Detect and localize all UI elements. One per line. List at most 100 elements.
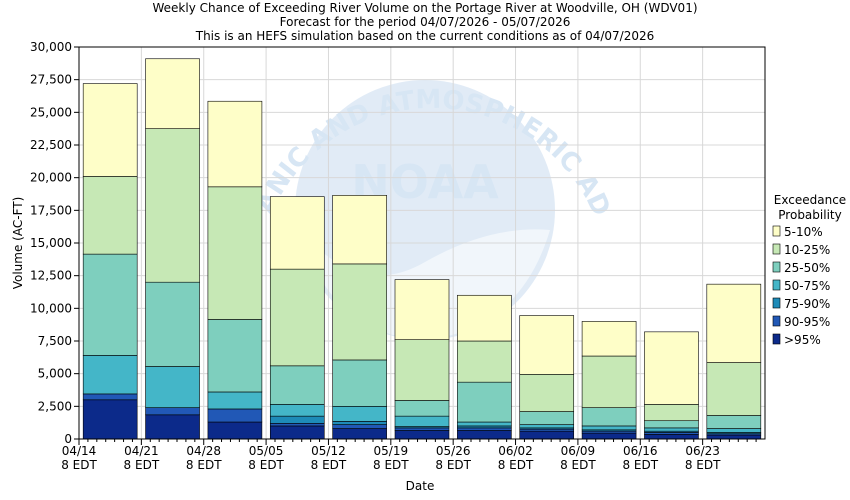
y-tick-label: 17,500 — [30, 203, 72, 217]
y-tick-label: 0 — [64, 432, 72, 446]
bar-segment-95-week-3 — [207, 421, 263, 440]
legend: Exceedance Probability 5-10% 10-25% 25-50%… — [772, 193, 846, 347]
x-tick-label-time: 8 EDT — [186, 458, 222, 472]
legend-label: 10-25% — [784, 243, 830, 257]
bar-segment-10-25-week-9 — [581, 355, 637, 408]
bar-segment-5-10-week-4 — [269, 196, 325, 270]
x-tick-label-time: 8 EDT — [498, 458, 534, 472]
bar-segment-50-75-week-1 — [82, 355, 138, 395]
bar-segment-25-50-week-10 — [644, 420, 699, 429]
legend-swatch — [772, 297, 781, 309]
bar-segment-5-10-week-7 — [457, 294, 512, 342]
y-tick-label: 15,000 — [30, 236, 72, 250]
y-tick-label: 22,500 — [30, 138, 72, 152]
legend-swatch — [772, 333, 781, 345]
x-tick-label-date: 05/19 — [374, 444, 409, 458]
y-tick-label: 30,000 — [30, 40, 72, 54]
y-tick-label: 7,500 — [38, 334, 72, 348]
bar-segment-10-25-week-11 — [706, 362, 762, 416]
x-tick-label-time: 8 EDT — [124, 458, 160, 472]
bar-segment-75-90-week-5 — [332, 421, 387, 425]
x-tick-label-date: 06/02 — [498, 444, 533, 458]
bar-segment-90-95-week-2 — [145, 407, 200, 416]
bar-segment-50-75-week-2 — [145, 366, 200, 408]
legend-swatch — [772, 225, 781, 237]
x-tick-label-time: 8 EDT — [248, 458, 284, 472]
bar-segment-50-75-week-3 — [207, 391, 263, 410]
bar-segment-5-10-week-2 — [145, 58, 200, 129]
bar-segment-25-50-week-5 — [332, 359, 387, 407]
y-tick-label: 20,000 — [30, 171, 72, 185]
bar-segment-95-week-7 — [457, 430, 512, 440]
bar-segment-5-10-week-9 — [581, 321, 637, 357]
legend-title-line-2: Probability — [778, 208, 841, 222]
x-tick-label-date: 04/21 — [124, 444, 159, 458]
x-tick-label-date: 06/16 — [623, 444, 658, 458]
x-tick-label-date: 05/12 — [311, 444, 346, 458]
bar-segment-5-10-week-6 — [394, 279, 450, 340]
bar-segment-95-week-6 — [394, 430, 450, 440]
bar-segment-10-25-week-6 — [394, 339, 450, 401]
y-tick-label: 25,000 — [30, 105, 72, 119]
x-tick-label-date: 05/26 — [436, 444, 471, 458]
bar-segment-50-75-week-10 — [644, 427, 699, 432]
legend-title-line-1: Exceedance — [774, 193, 846, 207]
legend-swatch — [772, 279, 781, 291]
x-tick-label-date: 06/09 — [561, 444, 596, 458]
bar-segment-25-50-week-9 — [581, 407, 637, 427]
legend-label: 25-50% — [784, 261, 830, 275]
bar-segment-95-week-9 — [581, 432, 637, 440]
y-tick-label: 12,500 — [30, 269, 72, 283]
bar-segment-90-95-week-3 — [207, 408, 263, 423]
bar-segment-25-50-week-11 — [706, 415, 762, 429]
x-tick-label-time: 8 EDT — [560, 458, 596, 472]
bar-segment-90-95-week-1 — [82, 393, 138, 401]
x-tick-label-date: 04/14 — [62, 444, 97, 458]
bar-segment-95-week-11 — [706, 434, 762, 440]
x-tick-label-time: 8 EDT — [311, 458, 347, 472]
bar-segment-50-75-week-11 — [706, 428, 762, 433]
y-axis-label: Volume (AC-FT) — [11, 197, 25, 290]
y-tick-label: 5,000 — [38, 367, 72, 381]
bar-segment-95-week-8 — [519, 430, 575, 440]
bar-segment-10-25-week-3 — [207, 186, 263, 320]
bar-segment-50-75-week-8 — [519, 424, 575, 429]
bar-segment-10-25-week-2 — [145, 128, 200, 283]
bar-segment-25-50-week-7 — [457, 381, 512, 423]
bar-segment-10-25-week-1 — [82, 176, 138, 255]
bar-segment-50-75-week-4 — [269, 404, 325, 417]
bar-segment-90-95-week-4 — [269, 423, 325, 427]
bar-segment-95-week-5 — [332, 428, 387, 440]
bar-segment-50-75-week-6 — [394, 415, 450, 427]
legend-swatch — [772, 243, 781, 255]
x-tick-label-time: 8 EDT — [373, 458, 409, 472]
x-tick-label-time: 8 EDT — [685, 458, 721, 472]
bar-segment-10-25-week-10 — [644, 404, 699, 422]
legend-label: 5-10% — [784, 225, 823, 239]
bar-segment-75-90-week-4 — [269, 415, 325, 424]
bar-segment-10-25-week-7 — [457, 340, 512, 383]
bar-segment-95-week-1 — [82, 399, 138, 440]
y-axis: 0 2,500 5,000 7,500 10,000 12,500 15,000 17,500… — [30, 40, 79, 446]
x-tick-label-time: 8 EDT — [435, 458, 471, 472]
bar-segment-25-50-week-6 — [394, 400, 450, 417]
legend-label: >95% — [784, 333, 821, 347]
bar-segment-10-25-week-5 — [332, 263, 387, 361]
x-tick-label-date: 04/28 — [186, 444, 221, 458]
bar-segment-5-10-week-10 — [644, 331, 699, 405]
bar-segment-50-75-week-9 — [581, 425, 637, 431]
bar-segment-90-95-week-5 — [332, 424, 387, 429]
bar-segment-95-week-2 — [145, 414, 200, 440]
x-tick-label-time: 8 EDT — [61, 458, 97, 472]
bar-segment-5-10-week-1 — [82, 83, 138, 177]
bar-segment-10-25-week-8 — [519, 374, 575, 412]
legend-swatch — [772, 261, 781, 273]
bar-stacks — [82, 58, 762, 440]
x-axis-label: Date — [406, 479, 435, 493]
bar-segment-25-50-week-3 — [207, 319, 263, 393]
bar-segment-5-10-week-5 — [332, 195, 387, 265]
bar-segment-90-95-week-6 — [394, 427, 450, 431]
bar-segment-5-10-week-3 — [207, 100, 263, 188]
